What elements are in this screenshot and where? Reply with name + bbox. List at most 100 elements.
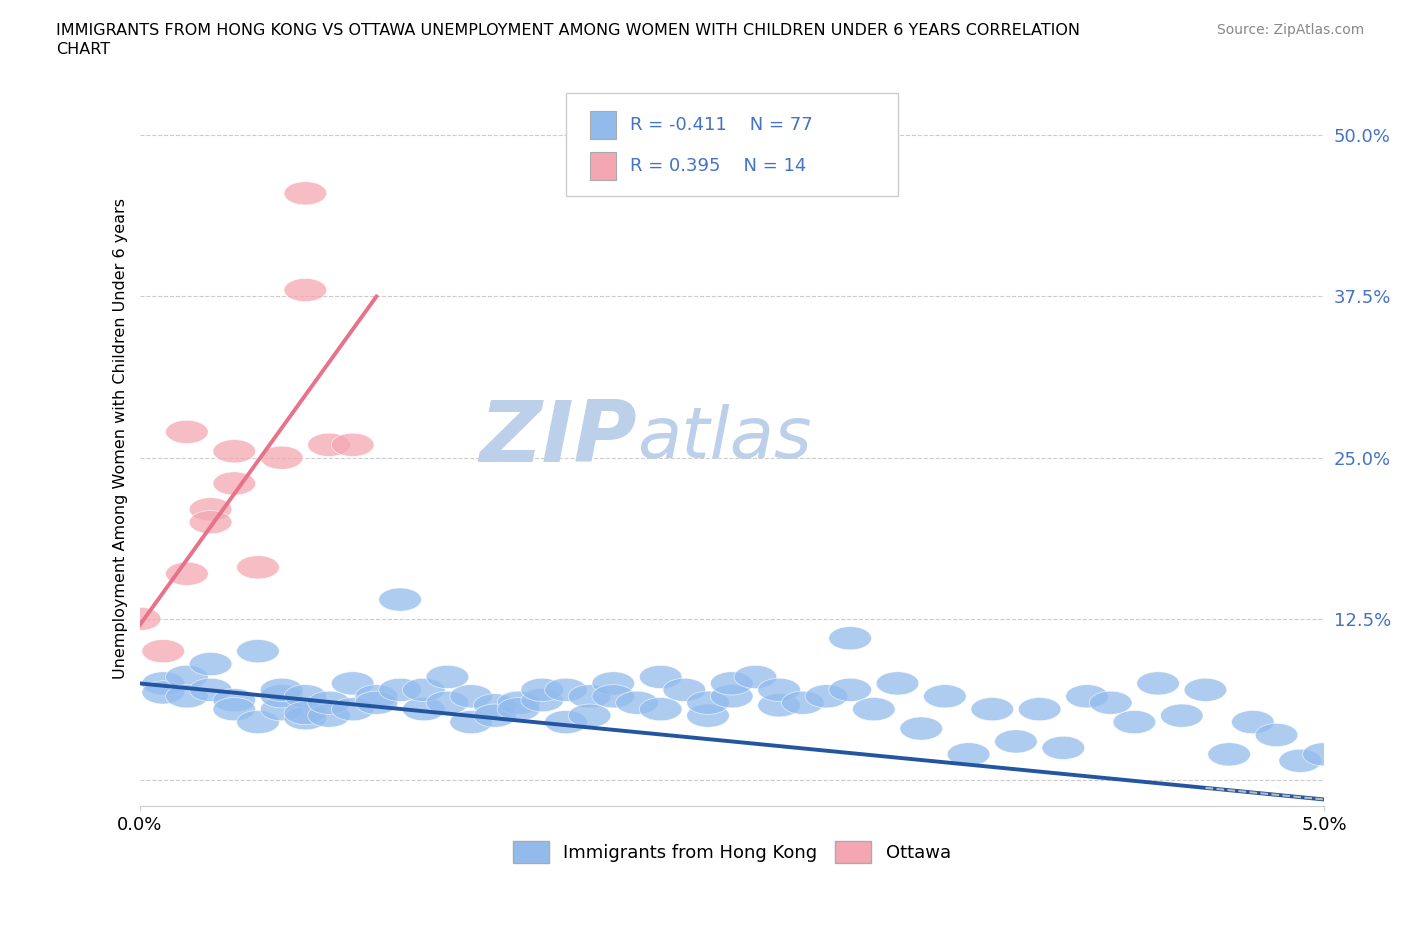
Ellipse shape	[1137, 671, 1180, 695]
Ellipse shape	[284, 684, 326, 708]
Ellipse shape	[592, 671, 634, 695]
Ellipse shape	[166, 684, 208, 708]
Ellipse shape	[426, 665, 468, 688]
Ellipse shape	[1114, 711, 1156, 734]
Ellipse shape	[474, 694, 516, 717]
Ellipse shape	[544, 678, 588, 701]
Ellipse shape	[994, 730, 1038, 753]
Ellipse shape	[190, 653, 232, 676]
FancyBboxPatch shape	[589, 111, 616, 139]
Ellipse shape	[356, 684, 398, 708]
Ellipse shape	[710, 684, 754, 708]
Ellipse shape	[284, 181, 326, 205]
Ellipse shape	[236, 711, 280, 734]
Ellipse shape	[1302, 743, 1346, 766]
Text: R = -0.411    N = 77: R = -0.411 N = 77	[630, 116, 813, 134]
Ellipse shape	[474, 704, 516, 727]
FancyBboxPatch shape	[589, 153, 616, 180]
Ellipse shape	[426, 691, 468, 714]
Ellipse shape	[190, 498, 232, 521]
Ellipse shape	[450, 684, 492, 708]
Ellipse shape	[332, 671, 374, 695]
Ellipse shape	[640, 698, 682, 721]
Ellipse shape	[378, 588, 422, 611]
Ellipse shape	[212, 698, 256, 721]
FancyBboxPatch shape	[565, 93, 897, 196]
Text: ZIP: ZIP	[479, 397, 637, 480]
Ellipse shape	[212, 472, 256, 495]
Ellipse shape	[616, 691, 658, 714]
Ellipse shape	[972, 698, 1014, 721]
Ellipse shape	[142, 671, 184, 695]
Ellipse shape	[1018, 698, 1062, 721]
Ellipse shape	[142, 640, 184, 663]
Ellipse shape	[260, 684, 302, 708]
Text: CHART: CHART	[56, 42, 110, 57]
Ellipse shape	[520, 678, 564, 701]
Ellipse shape	[308, 704, 350, 727]
Ellipse shape	[236, 556, 280, 579]
Ellipse shape	[758, 678, 800, 701]
Ellipse shape	[1184, 678, 1227, 701]
Ellipse shape	[640, 665, 682, 688]
Ellipse shape	[260, 446, 302, 470]
Ellipse shape	[686, 704, 730, 727]
Ellipse shape	[378, 678, 422, 701]
Ellipse shape	[1232, 711, 1274, 734]
Ellipse shape	[876, 671, 920, 695]
Text: Source: ZipAtlas.com: Source: ZipAtlas.com	[1216, 23, 1364, 37]
Ellipse shape	[1042, 737, 1084, 760]
Ellipse shape	[212, 688, 256, 711]
Ellipse shape	[568, 684, 612, 708]
Y-axis label: Unemployment Among Women with Children Under 6 years: Unemployment Among Women with Children U…	[114, 198, 128, 679]
Ellipse shape	[782, 691, 824, 714]
Ellipse shape	[828, 627, 872, 650]
Text: R = 0.395    N = 14: R = 0.395 N = 14	[630, 157, 806, 176]
Ellipse shape	[308, 691, 350, 714]
Ellipse shape	[1160, 704, 1204, 727]
Ellipse shape	[142, 681, 184, 704]
Ellipse shape	[284, 701, 326, 724]
Ellipse shape	[166, 665, 208, 688]
Ellipse shape	[402, 678, 446, 701]
Ellipse shape	[828, 678, 872, 701]
Ellipse shape	[900, 717, 942, 740]
Ellipse shape	[332, 698, 374, 721]
Ellipse shape	[236, 640, 280, 663]
Ellipse shape	[118, 607, 160, 631]
Ellipse shape	[284, 278, 326, 301]
Ellipse shape	[852, 698, 896, 721]
Ellipse shape	[284, 707, 326, 730]
Ellipse shape	[544, 711, 588, 734]
Ellipse shape	[948, 743, 990, 766]
Ellipse shape	[924, 684, 966, 708]
Ellipse shape	[1208, 743, 1250, 766]
Ellipse shape	[1066, 684, 1108, 708]
Ellipse shape	[1090, 691, 1132, 714]
Ellipse shape	[166, 562, 208, 585]
Ellipse shape	[450, 711, 492, 734]
Ellipse shape	[1279, 750, 1322, 773]
Ellipse shape	[260, 678, 302, 701]
Text: IMMIGRANTS FROM HONG KONG VS OTTAWA UNEMPLOYMENT AMONG WOMEN WITH CHILDREN UNDER: IMMIGRANTS FROM HONG KONG VS OTTAWA UNEM…	[56, 23, 1080, 38]
Ellipse shape	[758, 694, 800, 717]
Legend: Immigrants from Hong Kong, Ottawa: Immigrants from Hong Kong, Ottawa	[505, 834, 957, 870]
Ellipse shape	[356, 691, 398, 714]
Ellipse shape	[260, 698, 302, 721]
Ellipse shape	[568, 704, 612, 727]
Ellipse shape	[402, 698, 446, 721]
Ellipse shape	[1256, 724, 1298, 747]
Ellipse shape	[190, 678, 232, 701]
Ellipse shape	[166, 420, 208, 444]
Ellipse shape	[332, 433, 374, 457]
Ellipse shape	[498, 698, 540, 721]
Ellipse shape	[686, 691, 730, 714]
Text: atlas: atlas	[637, 404, 811, 472]
Ellipse shape	[734, 665, 776, 688]
Ellipse shape	[520, 688, 564, 711]
Ellipse shape	[190, 511, 232, 534]
Ellipse shape	[212, 440, 256, 463]
Ellipse shape	[498, 691, 540, 714]
Ellipse shape	[710, 671, 754, 695]
Ellipse shape	[592, 684, 634, 708]
